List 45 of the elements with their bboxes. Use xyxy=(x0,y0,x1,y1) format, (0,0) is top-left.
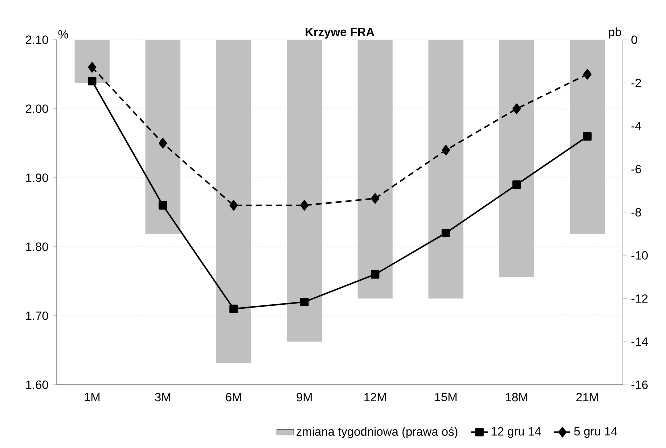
y-tick-label: 2.00 xyxy=(26,104,48,114)
point xyxy=(158,201,168,210)
y-tick-label: 1.80 xyxy=(26,242,48,252)
point xyxy=(584,69,592,80)
y2-tick-label: -16 xyxy=(632,380,648,390)
y2-tick-label: -4 xyxy=(632,122,642,130)
y2-tick-label: -10 xyxy=(632,251,648,260)
y2-tick-label: 0 xyxy=(632,36,638,44)
y2-tick-label: -6 xyxy=(632,165,642,174)
x-tick-label: 21M xyxy=(576,393,598,402)
x-tick-label: 12M xyxy=(364,393,386,402)
y-tick-label: 1.70 xyxy=(26,312,48,320)
point xyxy=(442,145,450,156)
point xyxy=(512,104,521,114)
point xyxy=(88,62,96,73)
x-tick-label: 15M xyxy=(435,393,457,402)
x-tick-label: 1M xyxy=(84,393,100,402)
point xyxy=(159,138,168,149)
point xyxy=(88,77,97,86)
x-tick-label: 3M xyxy=(155,393,170,402)
y-tick-label: 1.60 xyxy=(26,380,48,390)
y-tick-label: 1.90 xyxy=(26,174,48,182)
point xyxy=(230,304,238,314)
chart-title: Krzywe FRA xyxy=(306,28,375,39)
y2-tick-label: -8 xyxy=(632,208,642,217)
point xyxy=(230,200,238,211)
x-tick-label: 9M xyxy=(296,393,312,402)
point xyxy=(300,298,309,306)
point xyxy=(371,270,380,279)
point xyxy=(583,132,592,141)
y2-tick-label: -12 xyxy=(632,294,648,303)
x-tick-label: 6M xyxy=(226,393,242,402)
point xyxy=(300,200,309,211)
legend-label: zmiana tygodniowa (prawa oś) xyxy=(296,427,458,438)
y-axis-title: % xyxy=(58,30,68,39)
legend-label: 5 gru 14 xyxy=(574,427,618,438)
y2-axis-title: pb xyxy=(609,28,622,39)
y-tick-label: 2.10 xyxy=(26,36,48,44)
legend-label: 12 gru 14 xyxy=(492,427,542,438)
x-tick-label: 18M xyxy=(506,393,528,402)
point xyxy=(371,193,380,204)
y2-tick-label: -2 xyxy=(632,78,642,88)
y2-tick-label: -14 xyxy=(632,338,648,346)
point xyxy=(442,228,450,238)
point xyxy=(512,180,522,190)
